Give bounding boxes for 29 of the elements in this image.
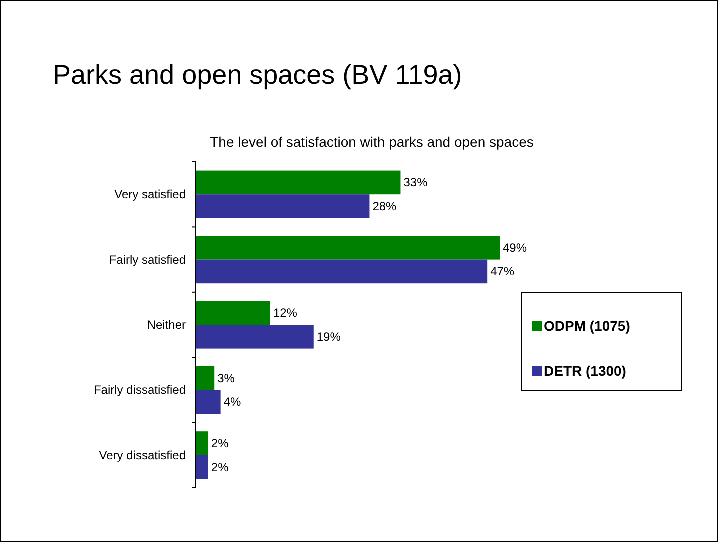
bar [196, 432, 208, 456]
bar [196, 260, 488, 284]
data-label: 33% [404, 176, 428, 190]
bar [196, 390, 221, 414]
y-tick-label: Very satisfied [114, 188, 186, 202]
legend-label: DETR (1300) [544, 363, 626, 379]
bar [196, 301, 270, 325]
data-label: 28% [372, 200, 398, 214]
bar [196, 366, 215, 390]
y-tick-label: Neither [147, 318, 186, 332]
bar [196, 236, 500, 260]
y-tick-label: Very dissatisfied [99, 448, 186, 462]
legend-label: ODPM (1075) [544, 318, 630, 334]
data-label: 2% [211, 436, 230, 450]
data-label: 3% [218, 371, 236, 386]
bar [196, 170, 401, 195]
data-label: 19% [316, 330, 342, 344]
data-label: 4% [224, 395, 242, 410]
bar [196, 194, 370, 218]
data-label: 2% [211, 460, 230, 474]
bar [196, 325, 314, 349]
y-tick-label: Fairly dissatisfied [94, 383, 186, 398]
chart-title: Parks and open spaces (BV 119a) [53, 60, 462, 90]
bar [196, 455, 208, 480]
data-label: 47% [490, 264, 515, 279]
data-label: 49% [503, 240, 528, 255]
y-tick-label: Fairly satisfied [109, 252, 186, 267]
chart-subtitle: The level of satisfaction with parks and open spaces [210, 134, 534, 150]
data-label: 12% [273, 306, 298, 320]
